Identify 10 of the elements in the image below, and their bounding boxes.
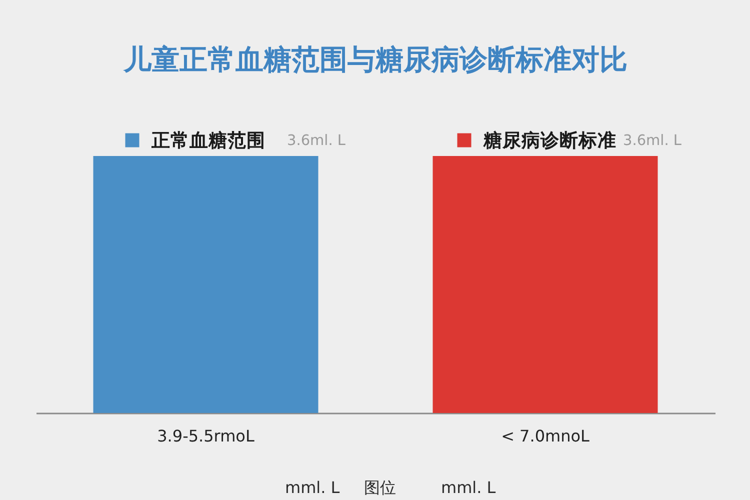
legend-label: 糖尿病诊断标准 bbox=[482, 129, 616, 152]
text: 3.6ml. L bbox=[623, 133, 682, 149]
text: mml. L bbox=[285, 478, 340, 497]
x-tick-label: 3.9-5.5rmoL bbox=[157, 426, 254, 446]
chart-title: 儿童正常血糖范围与糖尿病诊断标准对比 bbox=[122, 43, 628, 76]
text: 图位 bbox=[364, 478, 396, 497]
legend-label: 正常血糖范围 bbox=[150, 129, 266, 152]
text: 3.6ml. L bbox=[287, 133, 346, 149]
x-tick-label: < 7.0mnoL bbox=[501, 426, 590, 446]
text: mml. L bbox=[441, 478, 496, 497]
